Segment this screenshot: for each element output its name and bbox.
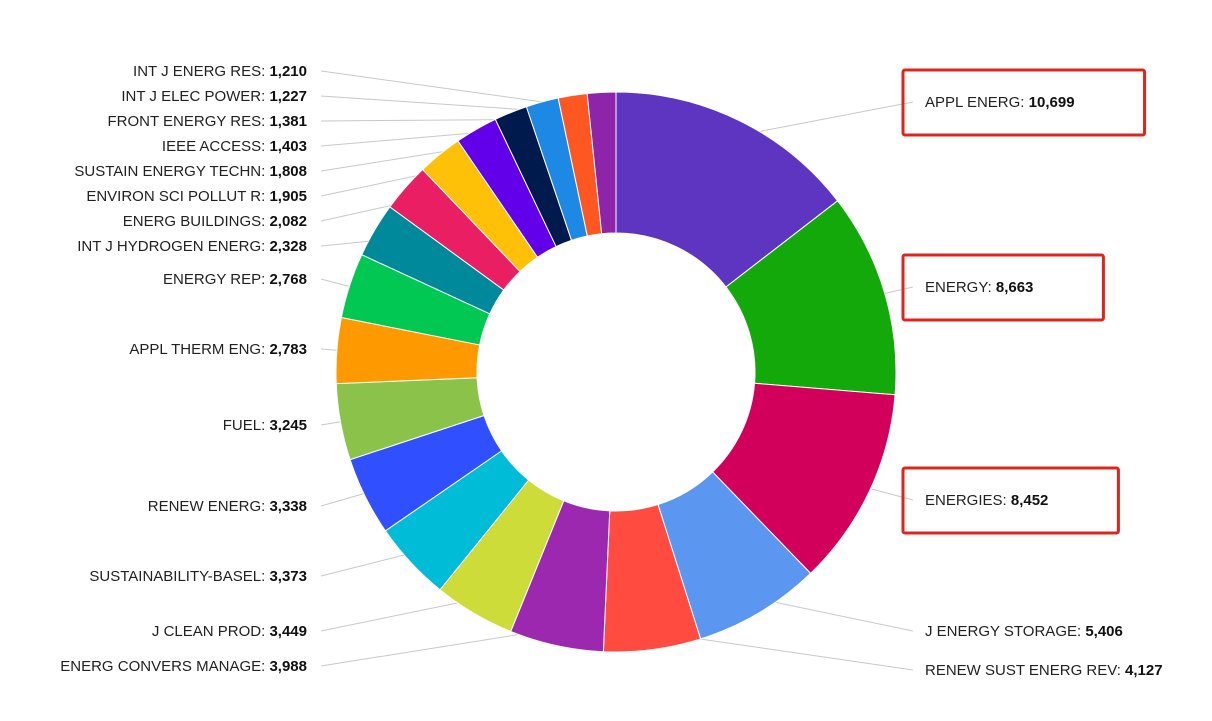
label-value: 3,245: [269, 417, 307, 434]
label-name: FRONT ENERGY RES:: [107, 113, 269, 130]
label-energy: ENERGY: 8,663: [925, 279, 1033, 296]
label-name: RENEW ENERG:: [148, 498, 270, 515]
label-energ-convers-manage: ENERG CONVERS MANAGE: 3,988: [60, 658, 307, 675]
label-value: 1,210: [269, 63, 307, 80]
label-j-energy-storage: J ENERGY STORAGE: 5,406: [925, 623, 1123, 640]
label-energies: ENERGIES: 8,452: [925, 492, 1048, 509]
label-int-j-hydrogen-energ: INT J HYDROGEN ENERG: 2,328: [77, 238, 307, 255]
label-name: SUSTAIN ENERGY TECHN:: [74, 163, 269, 180]
label-name: J ENERGY STORAGE:: [925, 623, 1085, 640]
label-name: FUEL:: [223, 417, 270, 434]
leader-j-energy-storage: [750, 596, 914, 632]
highlight-box-energies: [901, 466, 1120, 535]
label-appl-therm-eng: APPL THERM ENG: 2,783: [129, 341, 307, 358]
label-value: 1,905: [269, 188, 307, 205]
label-value: 2,783: [269, 341, 307, 358]
leader-appl-energ: [731, 101, 914, 138]
label-value: 5,406: [1085, 623, 1123, 640]
label-name: ENERGY:: [925, 279, 996, 296]
label-name: ENERG BUILDINGS:: [123, 213, 270, 230]
label-value: 3,338: [269, 498, 307, 515]
label-fuel: FUEL: 3,245: [223, 417, 307, 434]
label-j-clean-prod: J CLEAN PROD: 3,449: [152, 623, 307, 640]
label-int-j-energ-res: INT J ENERG RES: 1,210: [133, 63, 307, 80]
label-value: 1,403: [269, 138, 307, 155]
label-value: 4,127: [1125, 662, 1163, 679]
label-name: APPL ENERG:: [925, 94, 1029, 111]
label-ieee-access: IEEE ACCESS: 1,403: [162, 138, 307, 155]
label-name: ENERGY REP:: [163, 271, 269, 288]
label-name: ENERGIES:: [925, 492, 1011, 509]
label-value: 1,808: [269, 163, 307, 180]
label-sustain-energy-techn: SUSTAIN ENERGY TECHN: 1,808: [74, 163, 307, 180]
label-sustainability-basel: SUSTAINABILITY-BASEL: 3,373: [89, 568, 307, 585]
label-energ-buildings: ENERG BUILDINGS: 2,082: [123, 213, 307, 230]
highlight-box-energy: [901, 253, 1105, 322]
label-name: ENVIRON SCI POLLUT R:: [86, 188, 269, 205]
label-name: IEEE ACCESS:: [162, 138, 270, 155]
donut-slices: [335, 91, 897, 653]
highlight-box-appl-energ: [901, 68, 1147, 137]
slice-labels: APPL ENERG: 10,699 ENERGY: 8,663 ENERGIES:…: [60, 63, 1162, 679]
label-name: SUSTAINABILITY-BASEL:: [89, 568, 269, 585]
label-appl-energ: APPL ENERG: 10,699: [925, 94, 1075, 111]
label-environ-sci-pollut-r: ENVIRON SCI POLLUT R: 1,905: [86, 188, 307, 205]
label-name: INT J ENERG RES:: [133, 63, 269, 80]
slice-int-j-energ-res: [586, 91, 617, 235]
label-energy-rep: ENERGY REP: 2,768: [163, 271, 307, 288]
label-value: 8,663: [996, 279, 1034, 296]
label-value: 3,373: [269, 568, 307, 585]
label-value: 2,768: [269, 271, 307, 288]
label-value: 1,227: [269, 88, 307, 105]
label-name: APPL THERM ENG:: [129, 341, 269, 358]
label-value: 3,449: [269, 623, 307, 640]
label-int-j-elec-power: INT J ELEC POWER: 1,227: [121, 88, 307, 105]
label-name: J CLEAN PROD:: [152, 623, 270, 640]
label-name: ENERG CONVERS MANAGE:: [60, 658, 269, 675]
label-renew-sust-energ-rev: RENEW SUST ENERG REV: 4,127: [925, 662, 1163, 679]
label-front-energy-res: FRONT ENERGY RES: 1,381: [107, 113, 307, 130]
label-value: 8,452: [1011, 492, 1049, 509]
leader-j-clean-prod: [320, 597, 484, 632]
highlight-boxes: [901, 68, 1147, 535]
slice-appl-energ: [615, 91, 839, 288]
label-name: INT J HYDROGEN ENERG:: [77, 238, 269, 255]
label-value: 2,082: [269, 213, 307, 230]
label-value: 3,988: [269, 658, 307, 675]
label-renew-energ: RENEW ENERG: 3,338: [148, 498, 307, 515]
label-name: RENEW SUST ENERG REV:: [925, 662, 1125, 679]
label-value: 10,699: [1029, 94, 1075, 111]
label-value: 2,328: [269, 238, 307, 255]
label-value: 1,381: [269, 113, 307, 130]
label-name: INT J ELEC POWER:: [121, 88, 269, 105]
